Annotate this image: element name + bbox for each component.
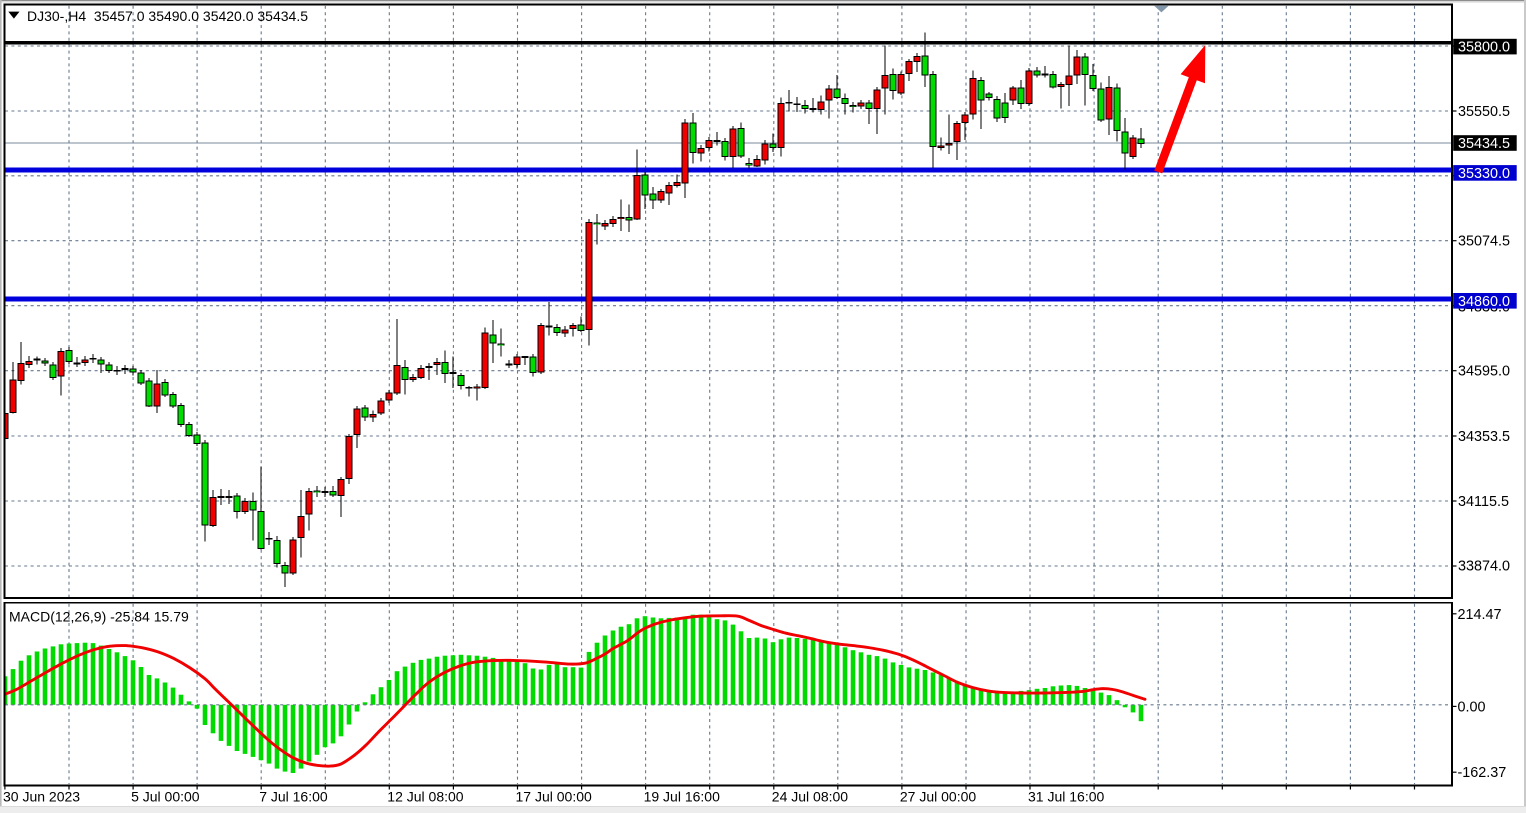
svg-text:33874.0: 33874.0 (1458, 559, 1510, 575)
svg-text:5 Jul 00:00: 5 Jul 00:00 (131, 789, 200, 805)
svg-text:DJ30-,H4 35457.0 35490.0 3542: DJ30-,H4 35457.0 35490.0 35420.0 35434.5 (27, 8, 308, 24)
svg-text:35550.5: 35550.5 (1458, 104, 1510, 120)
svg-text:35434.5: 35434.5 (1458, 136, 1510, 152)
svg-text:214.47: 214.47 (1458, 607, 1502, 623)
svg-text:27 Jul 00:00: 27 Jul 00:00 (900, 789, 976, 805)
svg-text:12 Jul 08:00: 12 Jul 08:00 (387, 789, 463, 805)
svg-text:-162.37: -162.37 (1458, 765, 1507, 781)
svg-text:30 Jun 2023: 30 Jun 2023 (3, 789, 80, 805)
svg-text:34115.5: 34115.5 (1458, 494, 1509, 510)
svg-text:0.00: 0.00 (1458, 699, 1486, 715)
svg-text:34595.0: 34595.0 (1458, 364, 1510, 380)
svg-text:35074.5: 35074.5 (1458, 234, 1510, 250)
svg-text:MACD(12,26,9) -25.84 15.79: MACD(12,26,9) -25.84 15.79 (9, 609, 189, 625)
svg-text:24 Jul 08:00: 24 Jul 08:00 (772, 789, 848, 805)
svg-text:7 Jul 16:00: 7 Jul 16:00 (259, 789, 328, 805)
svg-text:35800.0: 35800.0 (1458, 40, 1510, 56)
svg-text:34860.0: 34860.0 (1458, 294, 1510, 310)
svg-text:17 Jul 00:00: 17 Jul 00:00 (516, 789, 592, 805)
svg-text:34353.5: 34353.5 (1458, 429, 1510, 445)
svg-text:19 Jul 16:00: 19 Jul 16:00 (644, 789, 720, 805)
svg-text:35330.0: 35330.0 (1458, 166, 1510, 182)
svg-text:31 Jul 16:00: 31 Jul 16:00 (1028, 789, 1104, 805)
